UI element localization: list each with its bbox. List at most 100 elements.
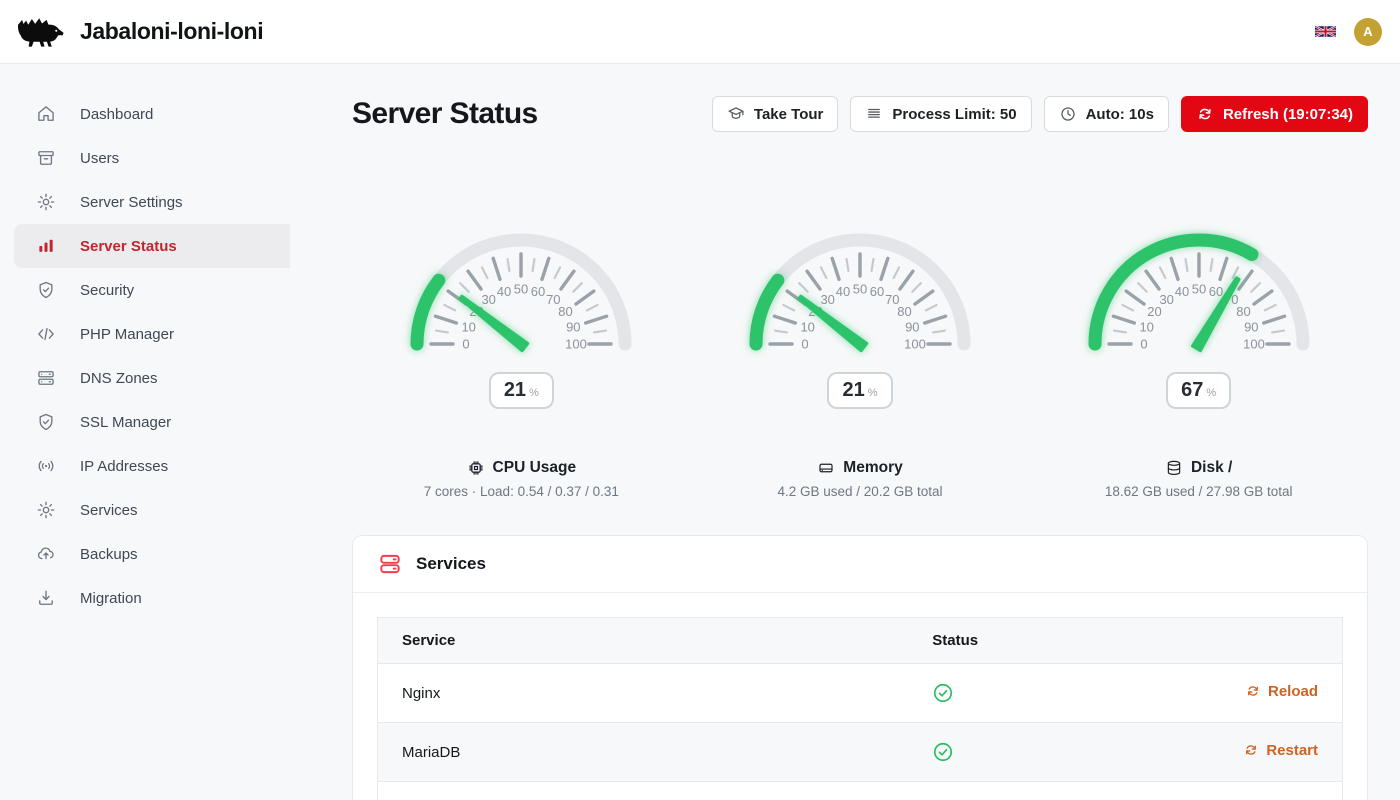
gear-icon (37, 501, 55, 519)
svg-text:0: 0 (463, 337, 470, 352)
sidebar-item-security[interactable]: Security (14, 268, 290, 312)
gauge-title: CPU Usage (492, 459, 577, 476)
gauge-title: Memory (843, 459, 903, 476)
svg-text:20: 20 (1147, 304, 1161, 319)
sidebar-item-server-settings[interactable]: Server Settings (14, 180, 290, 224)
take-tour-button[interactable]: Take Tour (711, 96, 839, 132)
sidebar-item-label: DNS Zones (80, 369, 158, 387)
svg-text:70: 70 (546, 292, 560, 307)
sidebar: Dashboard Users Server Settings Server S… (0, 64, 290, 800)
refresh-icon (1246, 745, 1257, 755)
svg-text:0: 0 (1140, 337, 1147, 352)
refresh-icon (1199, 108, 1211, 120)
sidebar-item-label: Server Status (80, 237, 177, 255)
svg-text:40: 40 (836, 284, 850, 299)
page-title: Server Status (352, 97, 538, 130)
svg-text:60: 60 (1208, 284, 1222, 299)
service-name: Nginx (377, 663, 909, 723)
svg-text:0: 0 (801, 337, 808, 352)
status-ok-icon (932, 682, 1087, 704)
gauge-subtitle: 18.62 GB used / 27.98 GB total (1104, 484, 1293, 499)
server-rack-icon (380, 554, 400, 574)
shield-check-icon (39, 413, 53, 431)
svg-text:50: 50 (853, 282, 867, 297)
table-row (377, 781, 1343, 800)
sidebar-item-label: Server Settings (80, 193, 183, 211)
column-header-status: Status (908, 617, 1111, 664)
sidebar-item-migration[interactable]: Migration (14, 576, 290, 620)
sidebar-item-services[interactable]: Services (14, 488, 290, 532)
svg-text:10: 10 (800, 320, 814, 335)
boar-logo-icon (17, 17, 64, 47)
sidebar-item-php-manager[interactable]: PHP Manager (14, 312, 290, 356)
shield-check-icon (39, 281, 53, 299)
status-ok-icon (932, 741, 1087, 763)
toolbar: Take Tour Process Limit: 50 Auto: 10s Re… (711, 96, 1368, 132)
sidebar-item-server-status[interactable]: Server Status (14, 224, 290, 268)
sidebar-item-users[interactable]: Users (14, 136, 290, 180)
archive-icon (38, 151, 54, 165)
disk-gauge: 0 10 20 30 40 50 60 70 80 90 100 67 % Disk / 18.62… (1029, 222, 1368, 499)
sidebar-item-label: Services (80, 501, 138, 519)
sidebar-item-dns-zones[interactable]: DNS Zones (14, 356, 290, 400)
header-logo[interactable]: Jabaloni-loni-loni (14, 12, 264, 52)
cloud-upload-icon (37, 547, 54, 560)
graduation-cap-icon (728, 107, 744, 119)
svg-text:90: 90 (1244, 320, 1258, 335)
server-stack-icon (38, 371, 54, 385)
sidebar-item-dashboard[interactable]: Dashboard (14, 92, 290, 136)
bar-chart-icon (39, 239, 53, 252)
reload-action-link[interactable]: Reload (1245, 683, 1318, 700)
svg-text:60: 60 (531, 284, 545, 299)
sidebar-item-ssl-manager[interactable]: SSL Manager (14, 400, 290, 444)
svg-text:50: 50 (1191, 282, 1205, 297)
sidebar-item-label: PHP Manager (80, 325, 174, 343)
table-row: Nginx Reload (377, 663, 1343, 723)
broadcast-icon (38, 460, 54, 472)
svg-text:100: 100 (1243, 337, 1265, 352)
sidebar-item-ip-addresses[interactable]: IP Addresses (14, 444, 290, 488)
refresh-button[interactable]: Refresh (19:07:34) (1180, 96, 1368, 132)
sidebar-item-label: Dashboard (80, 105, 154, 123)
download-icon (39, 590, 53, 605)
sidebar-item-label: Security (80, 281, 135, 299)
sidebar-item-label: Users (80, 149, 120, 167)
column-header-actions (1110, 617, 1343, 664)
app-title: Jabaloni-loni-loni (80, 18, 264, 44)
gauge-subtitle: 4.2 GB used / 20.2 GB total (777, 484, 943, 499)
process-limit-button[interactable]: Process Limit: 50 (850, 96, 1032, 132)
restart-action-link[interactable]: Restart (1243, 742, 1318, 759)
gauge-title: Disk / (1190, 459, 1233, 476)
main-content: Server Status Take Tour Process Limit: 5… (290, 64, 1400, 800)
gauge-subtitle: 7 cores · Load: 0.54 / 0.37 / 0.31 (423, 484, 619, 499)
svg-text:80: 80 (1236, 304, 1250, 319)
language-flag-icon[interactable] (1315, 24, 1336, 39)
svg-text:60: 60 (870, 284, 884, 299)
queue-icon (868, 108, 881, 118)
column-header-service: Service (377, 617, 909, 664)
svg-text:100: 100 (904, 337, 926, 352)
svg-text:10: 10 (462, 320, 476, 335)
avatar[interactable]: A (1354, 17, 1382, 46)
svg-text:70: 70 (885, 292, 899, 307)
cpu-icon (468, 461, 483, 475)
auto-refresh-button[interactable]: Auto: 10s (1043, 96, 1169, 132)
sidebar-item-label: SSL Manager (80, 413, 172, 431)
svg-text:30: 30 (1159, 292, 1173, 307)
service-name: MariaDB (377, 722, 909, 782)
code-icon (38, 327, 54, 341)
svg-text:90: 90 (566, 320, 580, 335)
services-table: Service Status Nginx (377, 617, 1343, 800)
top-header: Jabaloni-loni-loni A (0, 0, 1400, 64)
sidebar-item-backups[interactable]: Backups (14, 532, 290, 576)
gear-icon (37, 193, 55, 211)
sidebar-item-label: IP Addresses (80, 457, 169, 475)
svg-text:30: 30 (482, 292, 496, 307)
sidebar-item-label: Backups (80, 545, 138, 563)
home-icon (38, 106, 54, 121)
svg-text:10: 10 (1139, 320, 1153, 335)
disk-gauge-dial: 0 10 20 30 40 50 60 70 80 90 100 (1079, 222, 1319, 358)
